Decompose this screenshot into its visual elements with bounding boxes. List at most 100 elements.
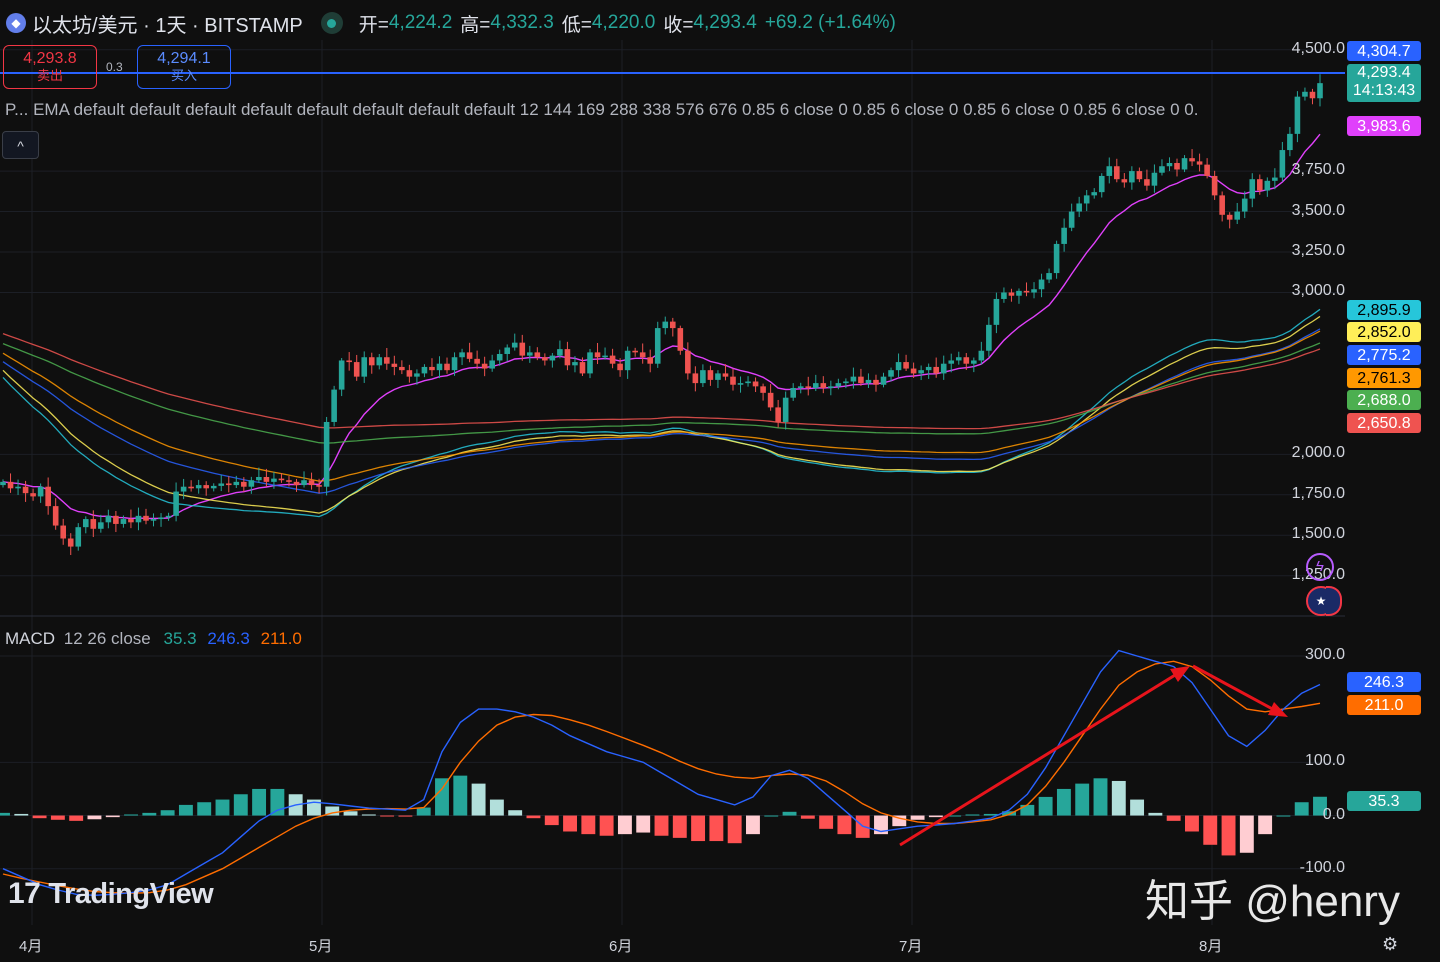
candle-body [1294,96,1301,134]
candle-body [888,370,894,377]
buy-button[interactable]: 4,294.1 买入 [137,45,231,89]
macd-histogram-bar [837,815,852,835]
candle-body [955,357,962,361]
us-flag-icon-secondary[interactable] [1326,586,1342,616]
candle [963,353,970,371]
candle-body [1196,161,1203,165]
candle-body [692,373,699,384]
candle [542,353,548,366]
candle [7,473,14,493]
candle [888,367,894,382]
macd-tick-label: 100.0 [1304,752,1345,770]
candle-body [782,397,789,422]
candle-body [1114,166,1120,180]
candle [918,365,924,381]
candle-body [466,352,473,359]
candle-body [37,486,44,497]
candle [391,355,398,376]
macd-histogram-bar [544,815,559,826]
macd-histogram-bar [892,815,907,827]
candle-body [850,376,857,382]
price-tick-label: 1,500.0 [1291,525,1345,543]
price-tag: 2,775.2 [1347,345,1421,365]
candle-body [745,381,751,384]
candle [993,292,1000,334]
candle [331,385,337,427]
candle [1031,282,1037,299]
bolt-icon[interactable]: ϟ [1306,553,1334,581]
candle-body [594,352,601,358]
macd-histogram-bar [1093,778,1108,816]
macd-lines [2,649,1321,897]
ema-line [2,330,1321,482]
candle [564,341,571,371]
candle-body [1272,177,1278,181]
candle-body [760,386,766,393]
candle-body [1083,195,1090,204]
candle [316,478,322,494]
market-status-icon[interactable] [320,12,343,34]
candle [113,510,119,533]
indicator-legend[interactable]: P... EMA default default default default… [5,100,1260,120]
candle [647,349,654,373]
candle-body [865,379,872,384]
candle-body [90,519,97,529]
candle-body [1264,180,1271,191]
candle [1098,173,1105,198]
candle-body [180,486,187,492]
macd-histogram-bar [1203,815,1218,845]
candle-body [805,386,812,388]
collapse-legend-button[interactable]: ^ [2,131,39,159]
candle [880,372,887,388]
macd-histogram-bar [32,815,47,819]
candle-body [0,481,6,486]
ema-lines [2,133,1321,520]
symbol-title[interactable]: 以太坊/美元 · 1天 · BITSTAMP [32,14,303,37]
macd-histogram-bar [233,794,248,816]
countdown-timer: 14:13:43 [1352,82,1416,99]
candle [444,357,450,374]
macd-histogram-bar [508,810,523,816]
candle-body [940,363,947,374]
candle [338,358,345,397]
macd-line [2,649,1321,897]
candle [1106,157,1113,184]
candle-body [737,383,744,385]
macd-histogram-bar [782,811,797,816]
candle [135,507,142,531]
price-tick-label: 2,000.0 [1291,444,1345,462]
candle [925,363,932,379]
candle [557,340,563,359]
candle-body [971,360,977,364]
candle [1241,191,1248,219]
candle-body [353,362,360,377]
candle-body [406,370,413,377]
candle-body [331,389,337,422]
candle-body [534,352,541,358]
ema-line [2,308,1321,518]
macd-legend[interactable]: MACD 12 26 close 35.3 246.3 211.0 [5,629,302,649]
candle-body [511,342,518,348]
candle-body [316,485,322,487]
candle [1226,212,1233,229]
candle [82,516,89,534]
candle [271,471,277,489]
candle-body [481,363,488,369]
candle [828,380,834,396]
candle [22,480,29,502]
macd-histogram-bar [599,815,614,836]
candle-body [654,328,661,364]
candle [971,357,977,373]
candle [15,479,21,495]
candle-body [978,350,985,361]
candle-body [557,349,563,356]
high-value: 4,332.3 [490,12,554,33]
sell-button[interactable]: 4,293.8 卖出 [3,45,97,89]
candle-body [158,517,164,520]
candle-body [797,386,804,388]
candle [1181,155,1188,173]
candle-body [421,366,428,374]
gear-icon[interactable]: ⚙ [1382,934,1399,954]
macd-histogram-bar [1075,783,1090,816]
